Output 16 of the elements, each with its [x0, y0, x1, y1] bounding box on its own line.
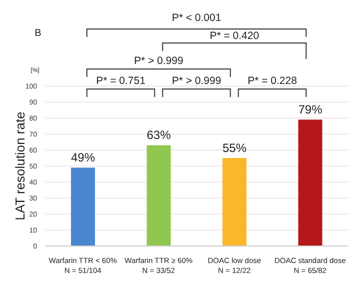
data-label: 79%	[298, 102, 323, 117]
annotation: P* = 0.228	[248, 75, 298, 87]
bar	[71, 168, 95, 246]
data-label: 55%	[222, 141, 247, 155]
annotation: P* > 0.999	[172, 75, 222, 87]
text: P* > 0.999	[134, 55, 184, 67]
bar	[298, 120, 322, 246]
text: B	[34, 28, 42, 39]
data-label: 63%	[146, 128, 172, 142]
bar	[222, 158, 246, 246]
data-label: 49%	[70, 150, 96, 165]
bar	[146, 145, 171, 246]
y-axis-title: LAT resolution rate	[12, 112, 28, 220]
annotation: P* = 0.751	[96, 75, 146, 87]
text: P* = 0.420	[210, 30, 260, 42]
text: P* < 0.001	[172, 12, 222, 24]
